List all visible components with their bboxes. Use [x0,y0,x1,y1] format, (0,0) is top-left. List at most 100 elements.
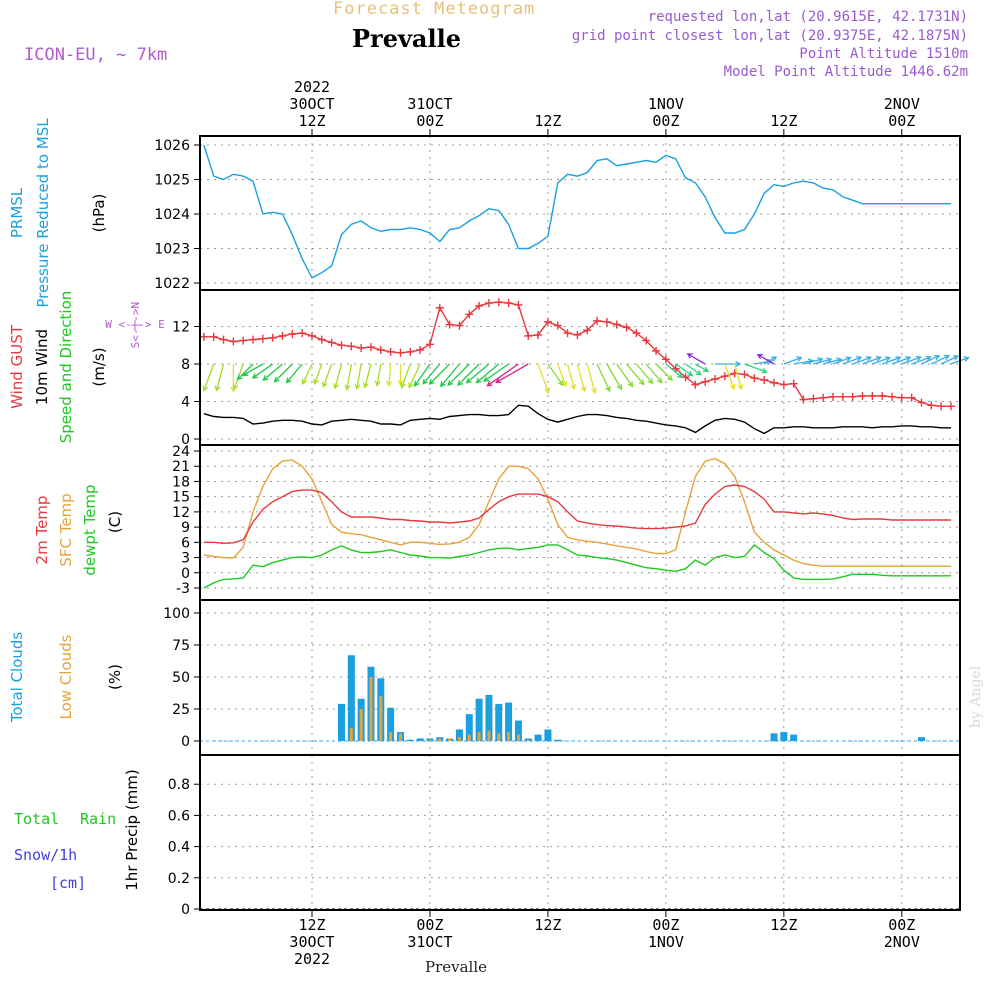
wind-arrow-head [761,367,768,374]
wind-arrow [822,358,842,365]
wind-arrow [931,355,950,365]
wind-arrow-head [251,373,258,379]
wind-arrow [911,356,931,365]
rain-label: Rain [80,810,116,828]
wind-arrow-head [236,374,243,381]
wind-arrow-head [457,380,464,387]
gust-marker [593,316,602,325]
gust-marker [907,393,916,402]
low-cloud-bar [477,732,481,741]
total-cloud-bar [790,734,798,741]
gust-marker [946,402,955,411]
wind-arrow-head [408,382,414,389]
panel-frame [199,754,961,911]
wind-arrow-head [952,355,960,361]
wind-arrow-head [321,381,328,389]
gust-marker [278,331,287,340]
credit-watermark: by Angel [968,665,984,728]
wind-arrow [744,363,767,373]
wind-arrow-head [397,380,404,387]
wind-arrow [242,363,264,376]
wind-arrow [547,363,564,386]
gust-marker [553,321,562,330]
wind-arrow-head [856,355,863,362]
gust-marker [701,377,710,386]
y-tick-label: 15 [172,490,190,506]
wind-arrow [429,363,451,385]
pressure-title: PRMSL [8,187,26,238]
gust-marker [416,345,425,354]
location-title: Prevalle [352,24,461,53]
wind-arrow-head [687,370,694,377]
gust-marker [858,391,867,400]
point-altitude: Point Altitude 1510m [799,46,968,62]
time-label-bottom: 00Z [416,916,443,934]
gust-marker [494,298,503,307]
wind-arrow [356,363,362,389]
gust-marker [465,310,474,319]
wind-arrow [388,363,392,386]
wind-arrow [252,363,274,379]
total-cloud-bar [505,702,513,741]
y-tick-label: 21 [172,459,190,475]
wind-arrow-head [354,383,361,390]
gust-marker [514,300,523,309]
wind-arrow-head [656,377,663,384]
time-label-top: 31OCT [407,95,452,113]
t2m-line [203,484,951,545]
gust-marker [386,347,395,356]
wind-arrow-head [232,383,239,391]
gust-marker [376,345,385,354]
time-label-top: 2NOV [884,95,920,113]
time-label-top: 1NOV [648,95,684,113]
wind-arrow [763,356,777,365]
precip-ylabel: 1hr Precip (mm) [123,769,141,890]
total-cloud-bar [416,738,424,741]
time-label-bottom: 2022 [294,950,330,968]
low-cloud-bar [438,738,442,741]
gridpoint-coords: grid point closest lon,lat (20.9375E, 42… [571,28,968,44]
gust-marker [239,336,248,345]
wind-arrow [537,363,550,393]
y-tick-label: 1025 [154,173,190,189]
wind-arrow-head [386,380,393,388]
gust-marker [425,340,434,349]
y-tick-label: 6 [181,535,190,551]
wind-arrow [872,357,891,365]
gust-marker [760,375,769,384]
low-cloud-bar [457,737,461,741]
wind-arrow-head [447,380,454,387]
wind-arrow [724,363,735,390]
t2m-label: 2m Temp [33,496,51,565]
gust-marker [878,391,887,400]
low-cloud-bar [448,738,452,741]
wind-arrow [832,357,851,365]
gust-marker [258,334,267,343]
footer-location: Prevalle [425,958,488,976]
wind-arrow-head [729,383,736,391]
time-label-top: 00Z [652,112,679,130]
requested-coords: requested lon,lat (20.9615E, 42.1731N) [647,9,968,25]
wind-arrow [842,356,862,365]
wind-arrow [203,363,215,391]
gust-marker [927,401,936,410]
gust-marker [740,370,749,379]
total-cloud-bar [485,694,493,741]
wind-arrow-head [605,385,611,393]
wind-arrow [757,354,775,365]
gust-marker [809,394,818,403]
wind-arrow [626,363,645,385]
wind-arrow-head [647,378,654,385]
gust-marker [671,364,680,373]
gust-marker [249,335,258,344]
wind-arrow-head [771,356,778,362]
y-tick-label: 1022 [154,276,190,292]
wind-arrow-head [486,380,493,387]
gust-marker [219,335,228,344]
wind-arrow [616,363,633,387]
gust-marker [357,344,366,353]
y-tick-label: 0.6 [168,808,190,824]
panel-frame [199,135,961,291]
y-tick-label: 3 [181,551,190,567]
gust-marker [897,393,906,402]
